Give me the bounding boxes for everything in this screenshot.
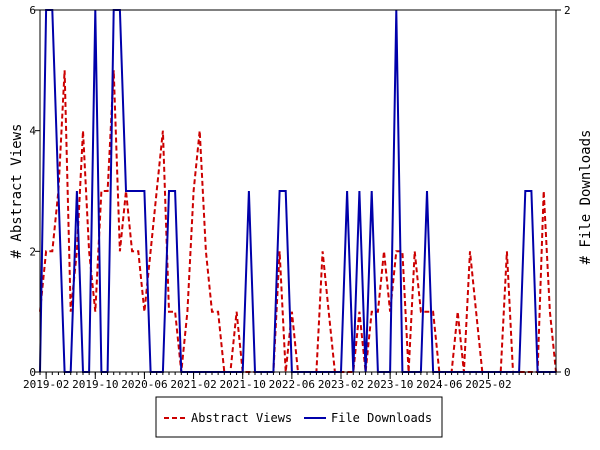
axes: 0 2 4 6 0 2 2019-02 2019-10 2020-06 2021-02 2021-1… [23, 4, 571, 391]
series-line-abstract-views [39, 70, 557, 373]
legend-label-file-downloads: File Downloads [331, 411, 432, 425]
x-tick-label: 2019-02 [23, 378, 69, 391]
x-tick-label: 2024-06 [416, 378, 462, 391]
x-tick-label: 2023-10 [367, 378, 413, 391]
y-left-tick-label: 2 [29, 245, 36, 258]
x-tick-label: 2021-02 [170, 378, 216, 391]
x-tick-label: 2021-10 [220, 378, 266, 391]
y-axis-right-label: # File Downloads [578, 130, 594, 265]
x-tick-label: 2022-06 [269, 378, 315, 391]
y-left-tick-label: 0 [29, 366, 36, 379]
legend-box [155, 396, 443, 438]
legend-label-abstract-views: Abstract Views [191, 411, 292, 425]
y-left-tick-label: 6 [29, 4, 36, 17]
x-tick-label: 2025-02 [465, 378, 511, 391]
y-axis-left-label: # Abstract Views [9, 124, 25, 259]
x-tick-label: 2023-02 [318, 378, 364, 391]
y-right-tick-label: 2 [564, 4, 571, 17]
legend: Abstract Views File Downloads [155, 396, 443, 438]
y-left-tick-label: 4 [29, 125, 36, 138]
plot-area [39, 9, 557, 373]
plot-frame [39, 9, 557, 373]
series-line-file-downloads [39, 9, 556, 373]
y-right-tick-label: 0 [564, 366, 571, 379]
x-tick-label: 2019-10 [72, 378, 118, 391]
x-tick-label: 2020-06 [121, 378, 167, 391]
